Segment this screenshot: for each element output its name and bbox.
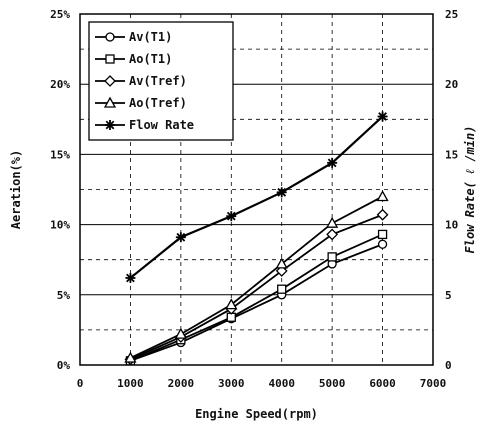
y-tick-label-left: 10% (50, 219, 70, 232)
data-point (377, 229, 388, 240)
y-tick-label-right: 10 (445, 219, 458, 232)
series-line (130, 213, 383, 361)
y-tick-label-right: 0 (445, 359, 452, 372)
data-point (276, 187, 287, 198)
y-tick-label-right: 25 (445, 8, 458, 21)
data-point (125, 272, 136, 283)
legend-marker (104, 75, 116, 87)
axis-ticks: 0 1000 2000 3000 4000 5000 6000 7000 0% 5% 10% 15% 2… (50, 8, 458, 390)
legend-marker (105, 32, 115, 42)
y-tick-label-left: 15% (50, 148, 70, 161)
legend-marker (103, 96, 117, 108)
data-point (225, 298, 238, 310)
legend-item: Ao(Tref) (95, 96, 187, 110)
y-tick-label-right: 15 (445, 148, 458, 161)
plot-area-frame (79, 13, 434, 366)
y-tick-label-left: 5% (57, 289, 71, 302)
series-line (130, 243, 383, 362)
legend-label: Flow Rate (129, 118, 194, 132)
legend-item: Av(T1) (95, 30, 172, 44)
y-tick-label-right: 20 (445, 78, 458, 91)
legend-marker (105, 120, 115, 130)
y-tick-label-right: 5 (445, 289, 452, 302)
y-axis-title-left: Aeration(%) (9, 150, 23, 229)
x-tick-label: 4000 (268, 377, 295, 390)
x-tick-label: 3000 (218, 377, 245, 390)
x-tick-label: 1000 (117, 377, 144, 390)
data-point (326, 228, 339, 241)
legend-label: Ao(Tref) (129, 96, 187, 110)
legend-item: Av(Tref) (95, 74, 187, 88)
data-point (376, 208, 389, 221)
series-line (129, 115, 384, 279)
series-3 (124, 190, 389, 363)
data-point (275, 257, 288, 269)
y-axis-title-right: Flow Rate( ℓ /min) (463, 126, 477, 254)
x-axis-title: Engine Speed(rpm) (195, 407, 318, 421)
data-point (174, 327, 187, 339)
legend-marker (105, 54, 115, 64)
x-tick-label: 5000 (319, 377, 346, 390)
legend: Av(T1) Ao(T1) Av(Tref) Ao(Tref) Flow Rate (88, 21, 234, 141)
data-point (327, 252, 337, 262)
x-tick-label: 2000 (168, 377, 195, 390)
legend-label: Av(Tref) (129, 74, 187, 88)
data-point (377, 111, 388, 122)
legend-item: Flow Rate (95, 118, 194, 132)
data-point (376, 190, 389, 202)
legend-label: Ao(T1) (129, 52, 172, 66)
series-line (130, 195, 383, 359)
data-point (124, 351, 137, 363)
x-tick-label: 0 (77, 377, 84, 390)
y-tick-label-left: 25% (50, 8, 70, 21)
series-4 (125, 111, 388, 283)
x-tick-label: 7000 (420, 377, 447, 390)
data-point (175, 232, 186, 243)
legend-item: Ao(T1) (95, 52, 172, 66)
data-point (326, 216, 339, 228)
data-point (377, 239, 388, 249)
legend-label: Av(T1) (129, 30, 172, 44)
y-tick-label-left: 20% (50, 78, 70, 91)
data-point (327, 157, 338, 168)
x-tick-label: 6000 (369, 377, 396, 390)
data-point (226, 211, 237, 222)
data-series (124, 111, 389, 366)
y-tick-label-left: 0% (57, 359, 71, 372)
series-line (130, 233, 383, 362)
data-point (277, 284, 287, 294)
